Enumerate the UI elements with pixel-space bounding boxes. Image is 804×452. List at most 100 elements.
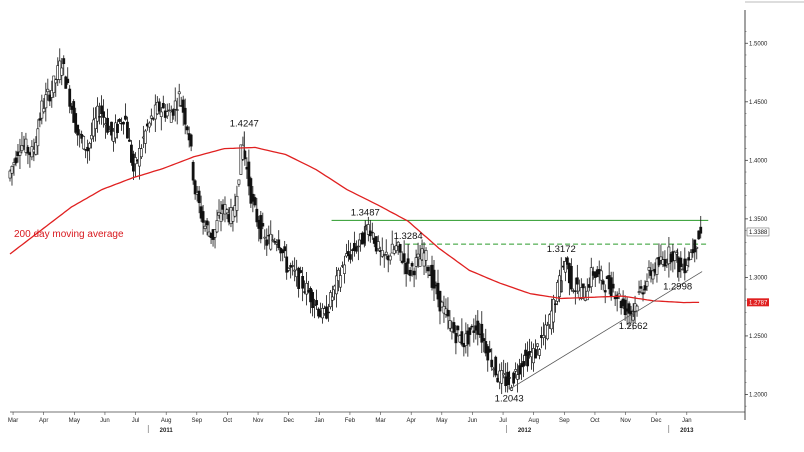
price-candle [118, 118, 121, 124]
price-candle [147, 121, 151, 133]
x-tick-label: Aug [528, 418, 539, 424]
price-candle [565, 256, 569, 270]
price-candle [573, 277, 577, 305]
price-candle [98, 102, 101, 125]
price-candle [673, 250, 677, 270]
candle-body [347, 251, 350, 256]
candle-body [259, 215, 263, 240]
price-candle [235, 185, 239, 223]
candle-body [42, 108, 46, 113]
price-candle [402, 240, 406, 275]
price-candle [177, 83, 181, 107]
price-candle [639, 279, 643, 294]
price-candle [526, 341, 529, 372]
price-candle [88, 141, 92, 161]
price-candle [356, 239, 360, 261]
y-tick-label: 1.3000 [749, 275, 768, 281]
price-candle [8, 169, 12, 182]
price-candle [185, 124, 189, 135]
candle-body [76, 124, 80, 136]
moving-average-label: 200 day moving average [14, 229, 124, 240]
candle-body [440, 301, 444, 308]
x-tick-label: Jan [682, 418, 692, 424]
candle-body [603, 290, 607, 293]
moving-average-tag-label: 1.2787 [749, 300, 768, 306]
candle-body [265, 239, 269, 246]
year-label: 2012 [518, 428, 532, 434]
candle-body [301, 276, 305, 289]
price-candle [679, 251, 683, 278]
candle-body [623, 299, 627, 316]
x-tick-label: Mar [375, 418, 385, 424]
price-candle [376, 235, 380, 252]
price-candle [394, 238, 398, 254]
candle-body [526, 352, 529, 367]
candle-body [128, 139, 131, 142]
price-candle [259, 210, 263, 244]
price-candle [585, 278, 589, 301]
price-candle [193, 179, 197, 200]
candle-body [161, 102, 165, 109]
candle-body [14, 157, 18, 164]
candle-body [382, 254, 386, 256]
price-candle [301, 266, 305, 302]
candle-body [518, 365, 522, 375]
candle-body [24, 138, 28, 153]
price-candle [482, 333, 486, 353]
candle-body [488, 348, 492, 353]
x-tick-label: Apr [407, 418, 416, 424]
price-candle [247, 149, 251, 196]
price-candle [347, 240, 350, 262]
candle-body [281, 249, 285, 254]
price-candle [305, 272, 309, 306]
price-candle [370, 222, 374, 240]
candle-body [516, 374, 520, 380]
candle-body [414, 257, 418, 267]
candle-body [18, 151, 22, 156]
price-candle [74, 107, 78, 134]
price-candle [137, 140, 141, 180]
price-candle [343, 255, 346, 284]
candle-body [466, 330, 470, 345]
price-candle [331, 285, 334, 311]
price-candle [452, 317, 456, 334]
candle-body [169, 111, 173, 123]
price-candle [410, 261, 414, 277]
x-tick-label: Jul [132, 418, 140, 424]
candle-body [490, 359, 494, 368]
price-candle [699, 215, 703, 239]
current-price-tag [746, 227, 770, 237]
price-candle [62, 55, 66, 76]
price-candle [575, 264, 579, 294]
price-candle [167, 103, 171, 112]
candle-body [116, 123, 119, 133]
price-candle [390, 230, 394, 254]
y-tick-label: 1.2500 [749, 334, 768, 340]
price-candle [514, 362, 518, 379]
price-candle [14, 150, 18, 167]
price-candle [695, 246, 699, 260]
price-candle [102, 99, 105, 128]
candle-body [215, 220, 219, 233]
candle-body [86, 146, 90, 152]
candle-body [271, 239, 275, 241]
candle-body [175, 109, 179, 111]
candle-body [354, 246, 358, 252]
price-candle [472, 318, 476, 343]
x-tick-label: Dec [651, 418, 662, 424]
candle-body [585, 290, 589, 301]
price-candle [659, 244, 663, 265]
candle-body [470, 325, 474, 328]
price-candle [285, 244, 289, 280]
price-candle [72, 99, 76, 123]
candle-body [143, 130, 147, 144]
candle-body [424, 250, 428, 261]
x-tick-label: Jan [314, 418, 324, 424]
price-candle [183, 98, 187, 135]
price-candle [54, 78, 58, 97]
price-candle [169, 105, 173, 123]
candle-body [659, 256, 663, 261]
candle-body [404, 262, 408, 275]
x-tick-label: Sep [559, 418, 570, 424]
